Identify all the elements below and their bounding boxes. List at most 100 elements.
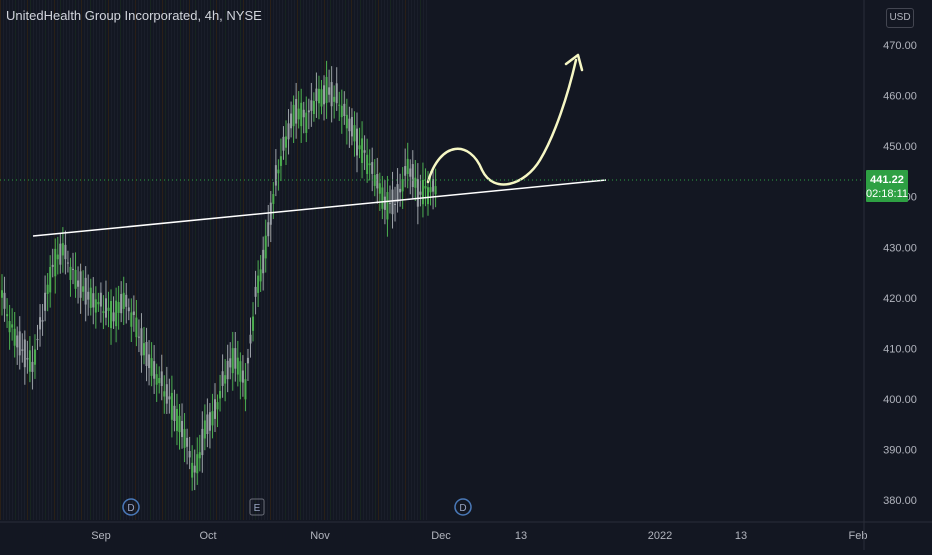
session-stripe [6, 0, 7, 520]
session-stripe [309, 0, 310, 520]
candle-body [3, 292, 6, 309]
candle-body [188, 450, 191, 458]
currency-button[interactable]: USD [886, 8, 914, 28]
session-stripe [150, 0, 151, 520]
support-trendline[interactable] [32, 179, 607, 237]
session-stripe [333, 0, 334, 520]
candle-body [335, 83, 338, 104]
candle-body [320, 89, 323, 107]
session-stripe [132, 0, 133, 520]
session-stripe [201, 0, 202, 520]
candle-body [198, 452, 201, 459]
session-stripe [294, 0, 295, 520]
session-stripe [213, 0, 214, 520]
session-stripe [216, 0, 217, 520]
candle-body [211, 411, 214, 426]
session-stripe [336, 0, 337, 520]
event-marker[interactable]: E [249, 498, 265, 516]
candle-body [323, 85, 326, 105]
candle-body [427, 187, 429, 205]
candle-body [259, 269, 262, 282]
session-stripe [417, 0, 418, 520]
session-stripe [171, 0, 172, 520]
candle-body [241, 370, 244, 383]
grid [0, 0, 427, 520]
candle-body [249, 334, 252, 344]
y-tick-label: 430.00 [883, 242, 917, 254]
candle-body [132, 311, 135, 316]
candle-body [125, 294, 128, 307]
candle-body [84, 277, 87, 305]
y-tick-label: 410.00 [883, 343, 917, 355]
candle-body [381, 187, 384, 209]
session-stripe [228, 0, 229, 520]
candle-body [363, 150, 366, 153]
session-stripe [174, 0, 175, 520]
candle-body [257, 275, 260, 293]
candle-body [59, 243, 62, 265]
session-stripe [231, 0, 232, 520]
candle-body [26, 358, 29, 360]
candle-body [325, 76, 328, 103]
session-stripe [291, 0, 292, 520]
candle-body [434, 186, 437, 195]
candle-body [328, 87, 331, 95]
session-stripe [135, 0, 136, 520]
session-stripe [348, 0, 349, 520]
candle-body [13, 328, 16, 346]
candle-body [254, 286, 257, 297]
session-stripe [144, 0, 145, 520]
session-stripe [114, 0, 115, 520]
candle-body [282, 136, 285, 151]
session-stripe [105, 0, 106, 520]
session-stripe [306, 0, 307, 520]
session-stripe [21, 0, 22, 520]
x-tick-label: 2022 [648, 530, 672, 542]
candle-body [41, 320, 44, 322]
session-stripe [93, 0, 94, 520]
candle-body [168, 396, 171, 400]
y-tick-label: 460.00 [883, 91, 917, 103]
session-stripe [330, 0, 331, 520]
candle-body [112, 312, 115, 322]
candle-body [6, 314, 9, 317]
session-stripe [24, 0, 25, 520]
session-stripe [366, 0, 367, 520]
session-stripe [39, 0, 40, 520]
session-stripe [42, 0, 43, 520]
event-marker[interactable]: D [454, 498, 472, 516]
candle-body [300, 102, 303, 127]
session-stripe [123, 0, 124, 520]
x-tick-label: Feb [849, 530, 868, 542]
session-stripe [321, 0, 322, 520]
session-stripe [300, 0, 301, 520]
session-stripe [153, 0, 154, 520]
session-stripe [189, 0, 190, 520]
session-stripe [36, 0, 37, 520]
event-marker[interactable]: D [122, 498, 140, 516]
candle-body [173, 405, 176, 422]
session-stripe [204, 0, 205, 520]
candle-body [203, 420, 206, 439]
session-stripe [45, 0, 46, 520]
session-stripe [102, 0, 103, 520]
candle-body [297, 108, 300, 120]
session-stripe [354, 0, 355, 520]
forecast-arrow-path[interactable] [426, 58, 578, 186]
chart-title: UnitedHealth Group Incorporated, 4h, NYS… [6, 8, 262, 23]
session-stripe [195, 0, 196, 520]
session-stripe [408, 0, 409, 520]
candle-body [424, 186, 427, 189]
session-stripe [270, 0, 271, 520]
candle-body [312, 100, 315, 115]
candle-body [46, 284, 49, 294]
candle-body [122, 292, 125, 309]
candle-body [72, 268, 74, 270]
candle-body [160, 371, 163, 387]
candle-body [137, 336, 140, 338]
candle-body [39, 317, 42, 330]
candle-body [155, 374, 158, 385]
session-stripe [237, 0, 238, 520]
